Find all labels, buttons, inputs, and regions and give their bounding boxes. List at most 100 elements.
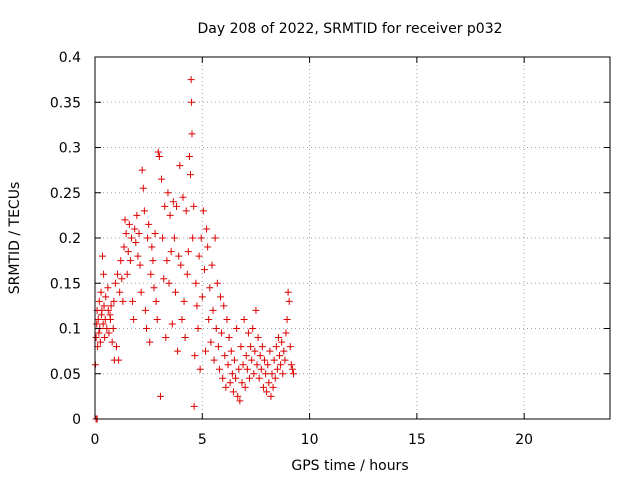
data-point <box>219 374 227 382</box>
y-tick-label: 0.15 <box>50 276 81 292</box>
data-point <box>268 370 276 378</box>
data-point <box>176 162 184 170</box>
data-point <box>227 347 235 355</box>
data-point <box>168 320 176 328</box>
data-point <box>143 325 150 332</box>
data-point <box>202 347 210 355</box>
data-point <box>145 220 153 228</box>
data-point <box>218 329 226 337</box>
data-point <box>211 234 219 242</box>
data-point <box>105 329 113 337</box>
data-point <box>95 329 103 337</box>
data-point <box>126 257 134 265</box>
y-tick-label: 0.4 <box>59 50 81 66</box>
data-point <box>232 374 240 382</box>
y-tick-label: 0.25 <box>50 186 81 202</box>
data-point <box>269 383 277 391</box>
chart-title: Day 208 of 2022, SRMTID for receiver p03… <box>197 21 502 37</box>
data-point <box>103 325 111 332</box>
data-point <box>200 266 208 274</box>
data-point <box>251 347 259 355</box>
data-point <box>92 334 100 342</box>
data-point <box>270 356 278 364</box>
data-point <box>236 397 244 405</box>
data-point <box>156 392 164 400</box>
data-point <box>154 148 162 156</box>
data-point <box>285 297 293 305</box>
data-point <box>224 361 232 369</box>
data-point <box>220 302 228 310</box>
data-point <box>240 315 248 323</box>
data-points <box>91 76 297 423</box>
y-tick-label: 0.3 <box>59 141 81 157</box>
data-point <box>196 365 204 373</box>
data-point <box>111 279 119 287</box>
data-point <box>183 270 191 278</box>
data-point <box>151 229 159 237</box>
data-point <box>225 334 233 342</box>
data-point <box>99 320 107 328</box>
data-point <box>247 343 255 351</box>
data-point <box>115 356 123 364</box>
data-point <box>109 325 117 332</box>
data-point <box>140 207 148 215</box>
data-point <box>191 352 199 360</box>
data-point <box>170 234 178 242</box>
data-point <box>136 261 144 269</box>
data-point <box>242 352 250 360</box>
data-point <box>190 202 198 210</box>
y-tick-label: 0 <box>72 412 81 428</box>
data-point <box>286 343 294 351</box>
data-point <box>159 234 167 242</box>
data-point <box>206 284 214 292</box>
data-point <box>155 153 163 161</box>
data-point <box>205 315 213 323</box>
data-point <box>134 252 142 260</box>
data-point <box>178 315 186 323</box>
data-point <box>120 243 128 251</box>
y-tick-label: 0.2 <box>59 231 81 247</box>
data-point <box>118 275 126 283</box>
data-point <box>250 370 258 378</box>
data-point <box>146 338 154 346</box>
data-point <box>263 388 271 396</box>
data-point <box>124 248 132 256</box>
data-point <box>100 302 108 310</box>
data-point <box>228 370 236 378</box>
data-point <box>100 270 108 278</box>
data-point <box>107 302 115 310</box>
data-point <box>253 361 261 369</box>
data-point <box>132 239 140 247</box>
data-point <box>96 338 104 346</box>
data-point <box>234 392 242 400</box>
data-point <box>135 229 143 237</box>
data-point <box>195 252 203 260</box>
data-point <box>244 329 252 337</box>
data-point <box>137 288 145 296</box>
data-point <box>199 207 207 215</box>
data-point <box>186 171 194 179</box>
x-tick-label: 20 <box>515 432 533 448</box>
data-point <box>122 229 130 237</box>
data-point <box>207 338 215 346</box>
data-point <box>121 216 129 224</box>
data-point <box>204 243 212 251</box>
data-point <box>282 329 290 337</box>
data-point <box>226 379 234 387</box>
data-point <box>215 365 223 373</box>
data-point <box>277 361 285 369</box>
data-point <box>255 374 263 382</box>
data-point <box>223 315 231 323</box>
data-point <box>209 306 217 314</box>
data-point <box>125 220 133 228</box>
data-point <box>162 334 170 342</box>
x-tick-label: 5 <box>198 432 207 448</box>
x-axis-label: GPS time / hours <box>291 458 408 474</box>
data-point <box>213 279 221 287</box>
data-point <box>190 402 198 410</box>
data-point <box>238 379 246 387</box>
data-point <box>110 297 118 305</box>
data-point <box>261 356 269 364</box>
data-point <box>192 279 200 287</box>
